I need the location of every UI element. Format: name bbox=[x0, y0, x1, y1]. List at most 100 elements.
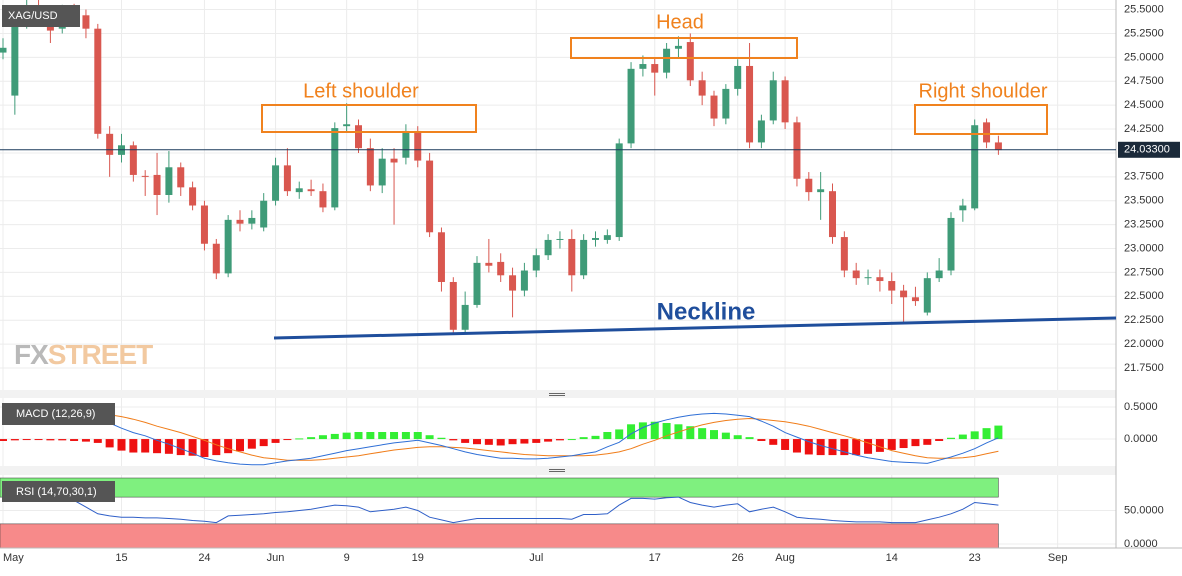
histogram-bar bbox=[615, 429, 624, 440]
indicator-label[interactable]: MACD (12,26,9) bbox=[16, 408, 95, 420]
candle-body bbox=[295, 188, 303, 193]
histogram-bar bbox=[342, 432, 351, 440]
x-tick-label: Jul bbox=[529, 552, 543, 564]
candle-body bbox=[366, 148, 374, 186]
histogram-bar bbox=[70, 439, 79, 441]
candle-body bbox=[319, 191, 327, 208]
histogram-bar bbox=[0, 439, 7, 441]
histogram-bar bbox=[970, 431, 979, 440]
x-tick-label: Jun bbox=[267, 552, 285, 564]
pattern-box bbox=[261, 104, 477, 133]
drag-handle[interactable] bbox=[549, 395, 565, 396]
candle-body bbox=[781, 80, 789, 123]
histogram-bar bbox=[81, 439, 90, 442]
histogram-bar bbox=[555, 439, 564, 441]
histogram-bar bbox=[224, 439, 233, 454]
candle-body bbox=[437, 232, 445, 282]
drag-handle[interactable] bbox=[549, 471, 565, 472]
y-tick-label: 22.5000 bbox=[1124, 290, 1164, 302]
candle-body bbox=[888, 281, 896, 291]
histogram-bar bbox=[318, 435, 327, 440]
histogram-bar bbox=[461, 439, 470, 443]
histogram-bar bbox=[887, 439, 896, 450]
candle-body bbox=[651, 64, 659, 73]
candle-body bbox=[260, 200, 268, 228]
symbol-box[interactable] bbox=[2, 5, 80, 27]
candle-body bbox=[153, 174, 161, 195]
drag-handle[interactable] bbox=[549, 469, 565, 470]
candle-body bbox=[532, 255, 540, 271]
symbol[interactable]: XAG/USD bbox=[8, 10, 58, 22]
histogram-bar bbox=[58, 439, 67, 441]
annotation: Left shoulder bbox=[303, 80, 419, 102]
candle-body bbox=[698, 80, 706, 96]
histogram-bar bbox=[875, 439, 884, 452]
histogram-bar bbox=[413, 432, 422, 440]
histogram-bar bbox=[437, 437, 446, 440]
y-tick-label: 22.2500 bbox=[1124, 314, 1164, 326]
histogram-bar bbox=[401, 432, 410, 440]
candle-body bbox=[900, 290, 908, 298]
histogram-bar bbox=[520, 439, 529, 444]
histogram-bar bbox=[271, 439, 280, 443]
y-tick-label: 22.0000 bbox=[1124, 338, 1164, 350]
pattern-box bbox=[570, 37, 798, 59]
histogram-bar bbox=[662, 423, 671, 440]
candle-body bbox=[177, 167, 185, 188]
overlay: May 15 24 Jun 9 19 Jul 17 26 Aug 14 23 Sep 25.5000 25.… bbox=[0, 3, 1180, 564]
histogram-bar bbox=[686, 426, 695, 440]
histogram-bar bbox=[153, 439, 162, 454]
x-tick-label: 17 bbox=[649, 552, 661, 564]
y-tick-label: 22.7500 bbox=[1124, 266, 1164, 278]
indicator-box[interactable] bbox=[2, 403, 115, 425]
candle-body bbox=[556, 238, 564, 240]
histogram-bar bbox=[958, 434, 967, 440]
histogram-bar bbox=[46, 439, 55, 441]
macd-line bbox=[2, 410, 999, 466]
candle-body bbox=[141, 175, 149, 177]
candle-body bbox=[485, 262, 493, 266]
last-price-label: 24.03300 bbox=[1124, 144, 1170, 156]
indicator-box[interactable] bbox=[2, 481, 115, 502]
oversold-zone bbox=[0, 523, 999, 549]
x-tick-label: 24 bbox=[198, 552, 210, 564]
y-tick-label: 25.0000 bbox=[1124, 51, 1164, 63]
panel-separator[interactable] bbox=[0, 466, 1116, 475]
candle-body bbox=[663, 48, 671, 73]
x-tick-label: 14 bbox=[886, 552, 898, 564]
histogram-bar bbox=[295, 438, 304, 440]
histogram-bar bbox=[176, 439, 185, 456]
candle-body bbox=[876, 277, 884, 282]
histogram-bar bbox=[117, 439, 126, 451]
y-tick-label: 24.7500 bbox=[1124, 75, 1164, 87]
candle-body bbox=[615, 143, 623, 238]
candle-body bbox=[568, 238, 576, 276]
candle-body bbox=[520, 270, 528, 291]
histogram-bar bbox=[473, 439, 481, 445]
histogram-bar bbox=[816, 439, 825, 456]
candle-body bbox=[390, 158, 398, 163]
annotation: Neckline bbox=[657, 298, 756, 325]
candle-body bbox=[106, 133, 114, 155]
pattern-box bbox=[914, 104, 1048, 135]
y-tick-label: 0.0000 bbox=[1124, 538, 1158, 550]
candle-body bbox=[449, 281, 457, 330]
histogram-bar bbox=[164, 439, 173, 454]
candle-body bbox=[722, 88, 730, 119]
candle-body bbox=[592, 238, 599, 240]
candle-body bbox=[710, 95, 718, 119]
candle-body bbox=[686, 42, 694, 81]
indicator-label[interactable]: RSI (14,70,30,1) bbox=[16, 486, 97, 498]
candle-body bbox=[971, 125, 979, 209]
candle-body bbox=[200, 205, 208, 244]
candle-body bbox=[11, 19, 19, 96]
drag-handle[interactable] bbox=[549, 393, 565, 394]
candle-body bbox=[627, 68, 635, 144]
histogram-bar bbox=[638, 422, 647, 440]
candle-body bbox=[473, 262, 481, 305]
histogram-bar bbox=[627, 424, 636, 440]
x-tick-label: 15 bbox=[115, 552, 127, 564]
histogram-bar bbox=[947, 437, 955, 440]
histogram-bar bbox=[22, 439, 31, 441]
